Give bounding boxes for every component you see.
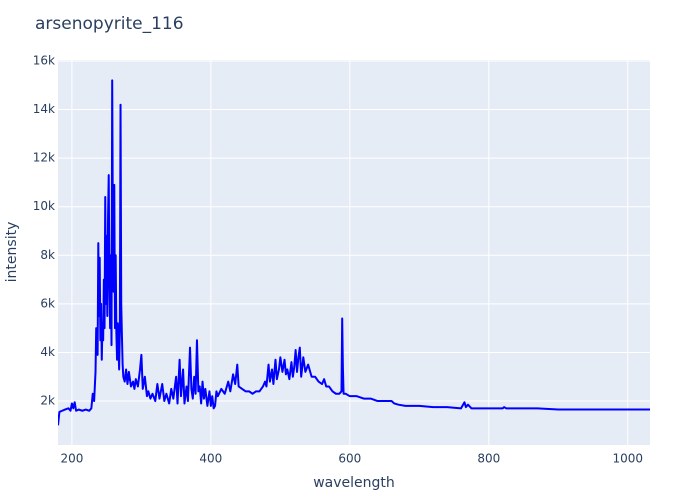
x-tick-label: 1000: [612, 452, 643, 466]
x-tick-label: 600: [338, 452, 361, 466]
y-tick-label: 14k: [33, 102, 55, 116]
y-tick-label: 10k: [33, 199, 55, 213]
y-tick-label: 6k: [40, 296, 55, 310]
y-tick-label: 16k: [33, 53, 55, 67]
x-tick-label: 200: [60, 452, 83, 466]
line-series: [58, 79, 650, 426]
y-tick-label: 8k: [40, 248, 55, 262]
x-tick-label: 400: [199, 452, 222, 466]
chart-title: arsenopyrite_116: [35, 14, 184, 34]
y-tick-label: 4k: [40, 345, 55, 359]
plot-area: [58, 60, 650, 445]
x-tick-label: 800: [477, 452, 500, 466]
y-tick-label: 12k: [33, 151, 55, 165]
y-tick-label: 2k: [40, 394, 55, 408]
x-axis-label: wavelength: [313, 475, 395, 491]
y-axis-label: intensity: [4, 222, 20, 283]
